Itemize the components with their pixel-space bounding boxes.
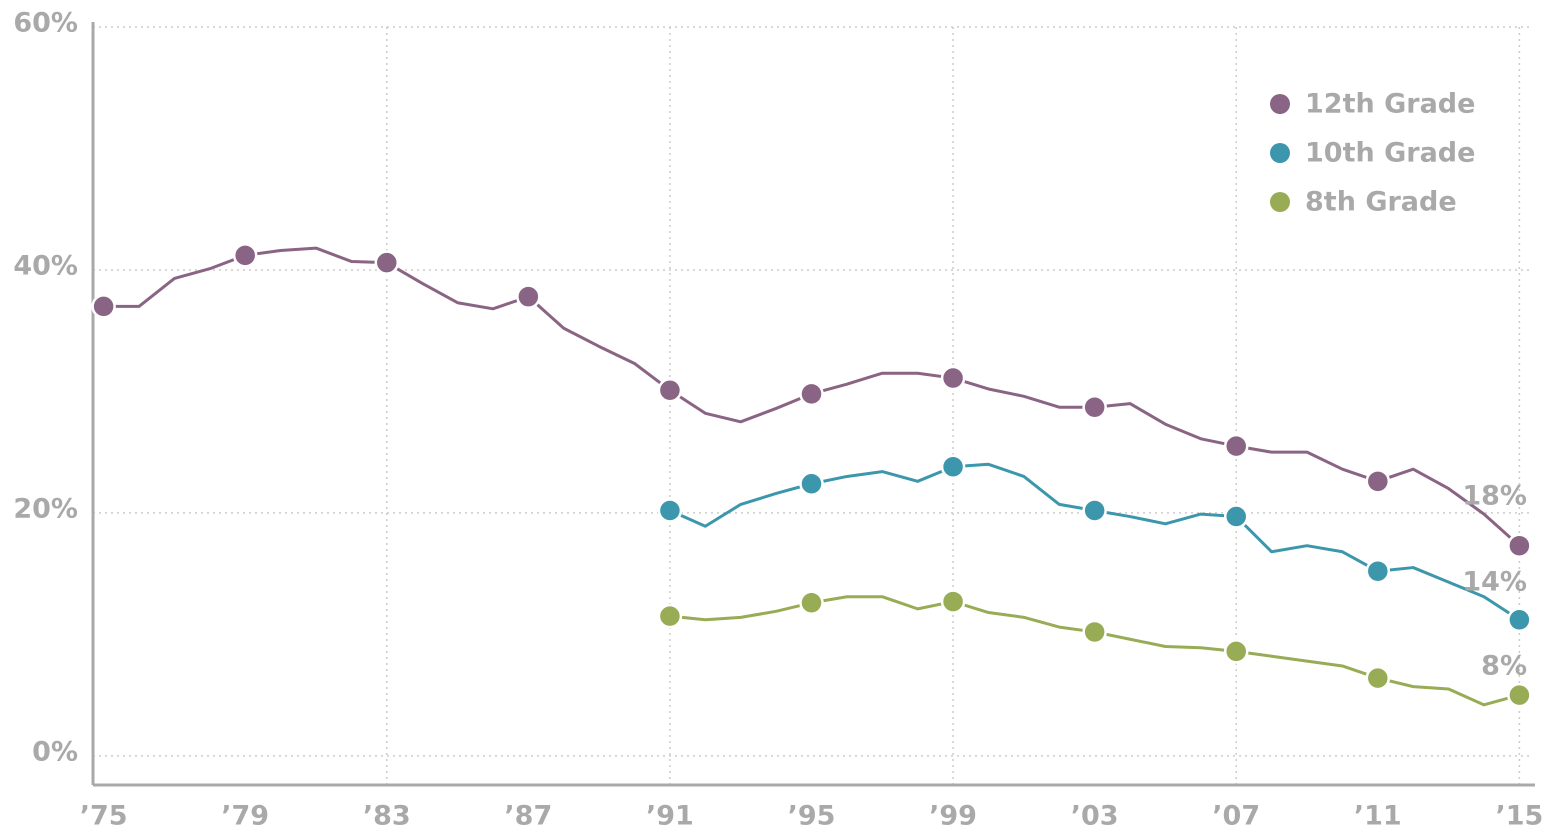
end-label: 14% — [1462, 567, 1527, 598]
x-tick-label: ’91 — [646, 801, 694, 832]
data-point — [657, 603, 683, 629]
data-point — [516, 284, 541, 309]
x-tick-label: ’95 — [788, 801, 836, 832]
legend-label: 8th Grade — [1305, 187, 1457, 218]
legend-marker — [1270, 143, 1290, 163]
data-point — [940, 454, 966, 479]
x-tick-label: ’75 — [80, 801, 128, 832]
data-point — [1082, 394, 1107, 420]
legend-marker — [1270, 192, 1290, 212]
x-tick-label: ’07 — [1212, 801, 1260, 832]
data-point — [1507, 533, 1532, 558]
data-point — [940, 589, 966, 614]
x-tick-label: ’83 — [363, 801, 411, 832]
series-line — [669, 462, 1521, 622]
data-point — [1507, 607, 1532, 633]
y-tick-label: 60% — [13, 8, 78, 39]
data-point — [799, 381, 824, 407]
y-tick-label: 0% — [32, 736, 78, 767]
data-point — [1223, 639, 1249, 664]
data-point — [1365, 469, 1391, 494]
y-tick-label: 40% — [13, 250, 78, 281]
data-point — [1082, 498, 1107, 523]
data-point — [1082, 619, 1107, 645]
data-point — [1223, 433, 1249, 459]
data-point — [940, 365, 966, 391]
data-point — [1365, 665, 1391, 691]
data-point — [232, 243, 258, 268]
data-point — [657, 498, 683, 523]
end-label: 8% — [1481, 651, 1527, 682]
x-tick-label: ’87 — [504, 801, 552, 832]
end-label: 18% — [1462, 481, 1527, 512]
x-tick-label: ’15 — [1495, 801, 1542, 832]
legend-marker — [1270, 94, 1290, 114]
x-tick-label: ’11 — [1354, 801, 1402, 832]
data-point — [1507, 682, 1532, 708]
series-line — [669, 595, 1520, 707]
data-point — [1223, 504, 1249, 529]
data-point — [799, 471, 824, 496]
y-tick-label: 20% — [13, 493, 78, 524]
data-point — [91, 294, 116, 319]
legend-label: 12th Grade — [1305, 89, 1475, 120]
x-tick-label: ’03 — [1071, 801, 1119, 832]
data-point — [374, 250, 400, 275]
x-tick-label: ’99 — [929, 801, 977, 832]
data-point — [657, 377, 683, 403]
data-point — [1365, 558, 1391, 584]
data-point — [799, 590, 824, 616]
x-tick-label: ’79 — [221, 801, 269, 832]
legend-label: 10th Grade — [1305, 138, 1475, 169]
